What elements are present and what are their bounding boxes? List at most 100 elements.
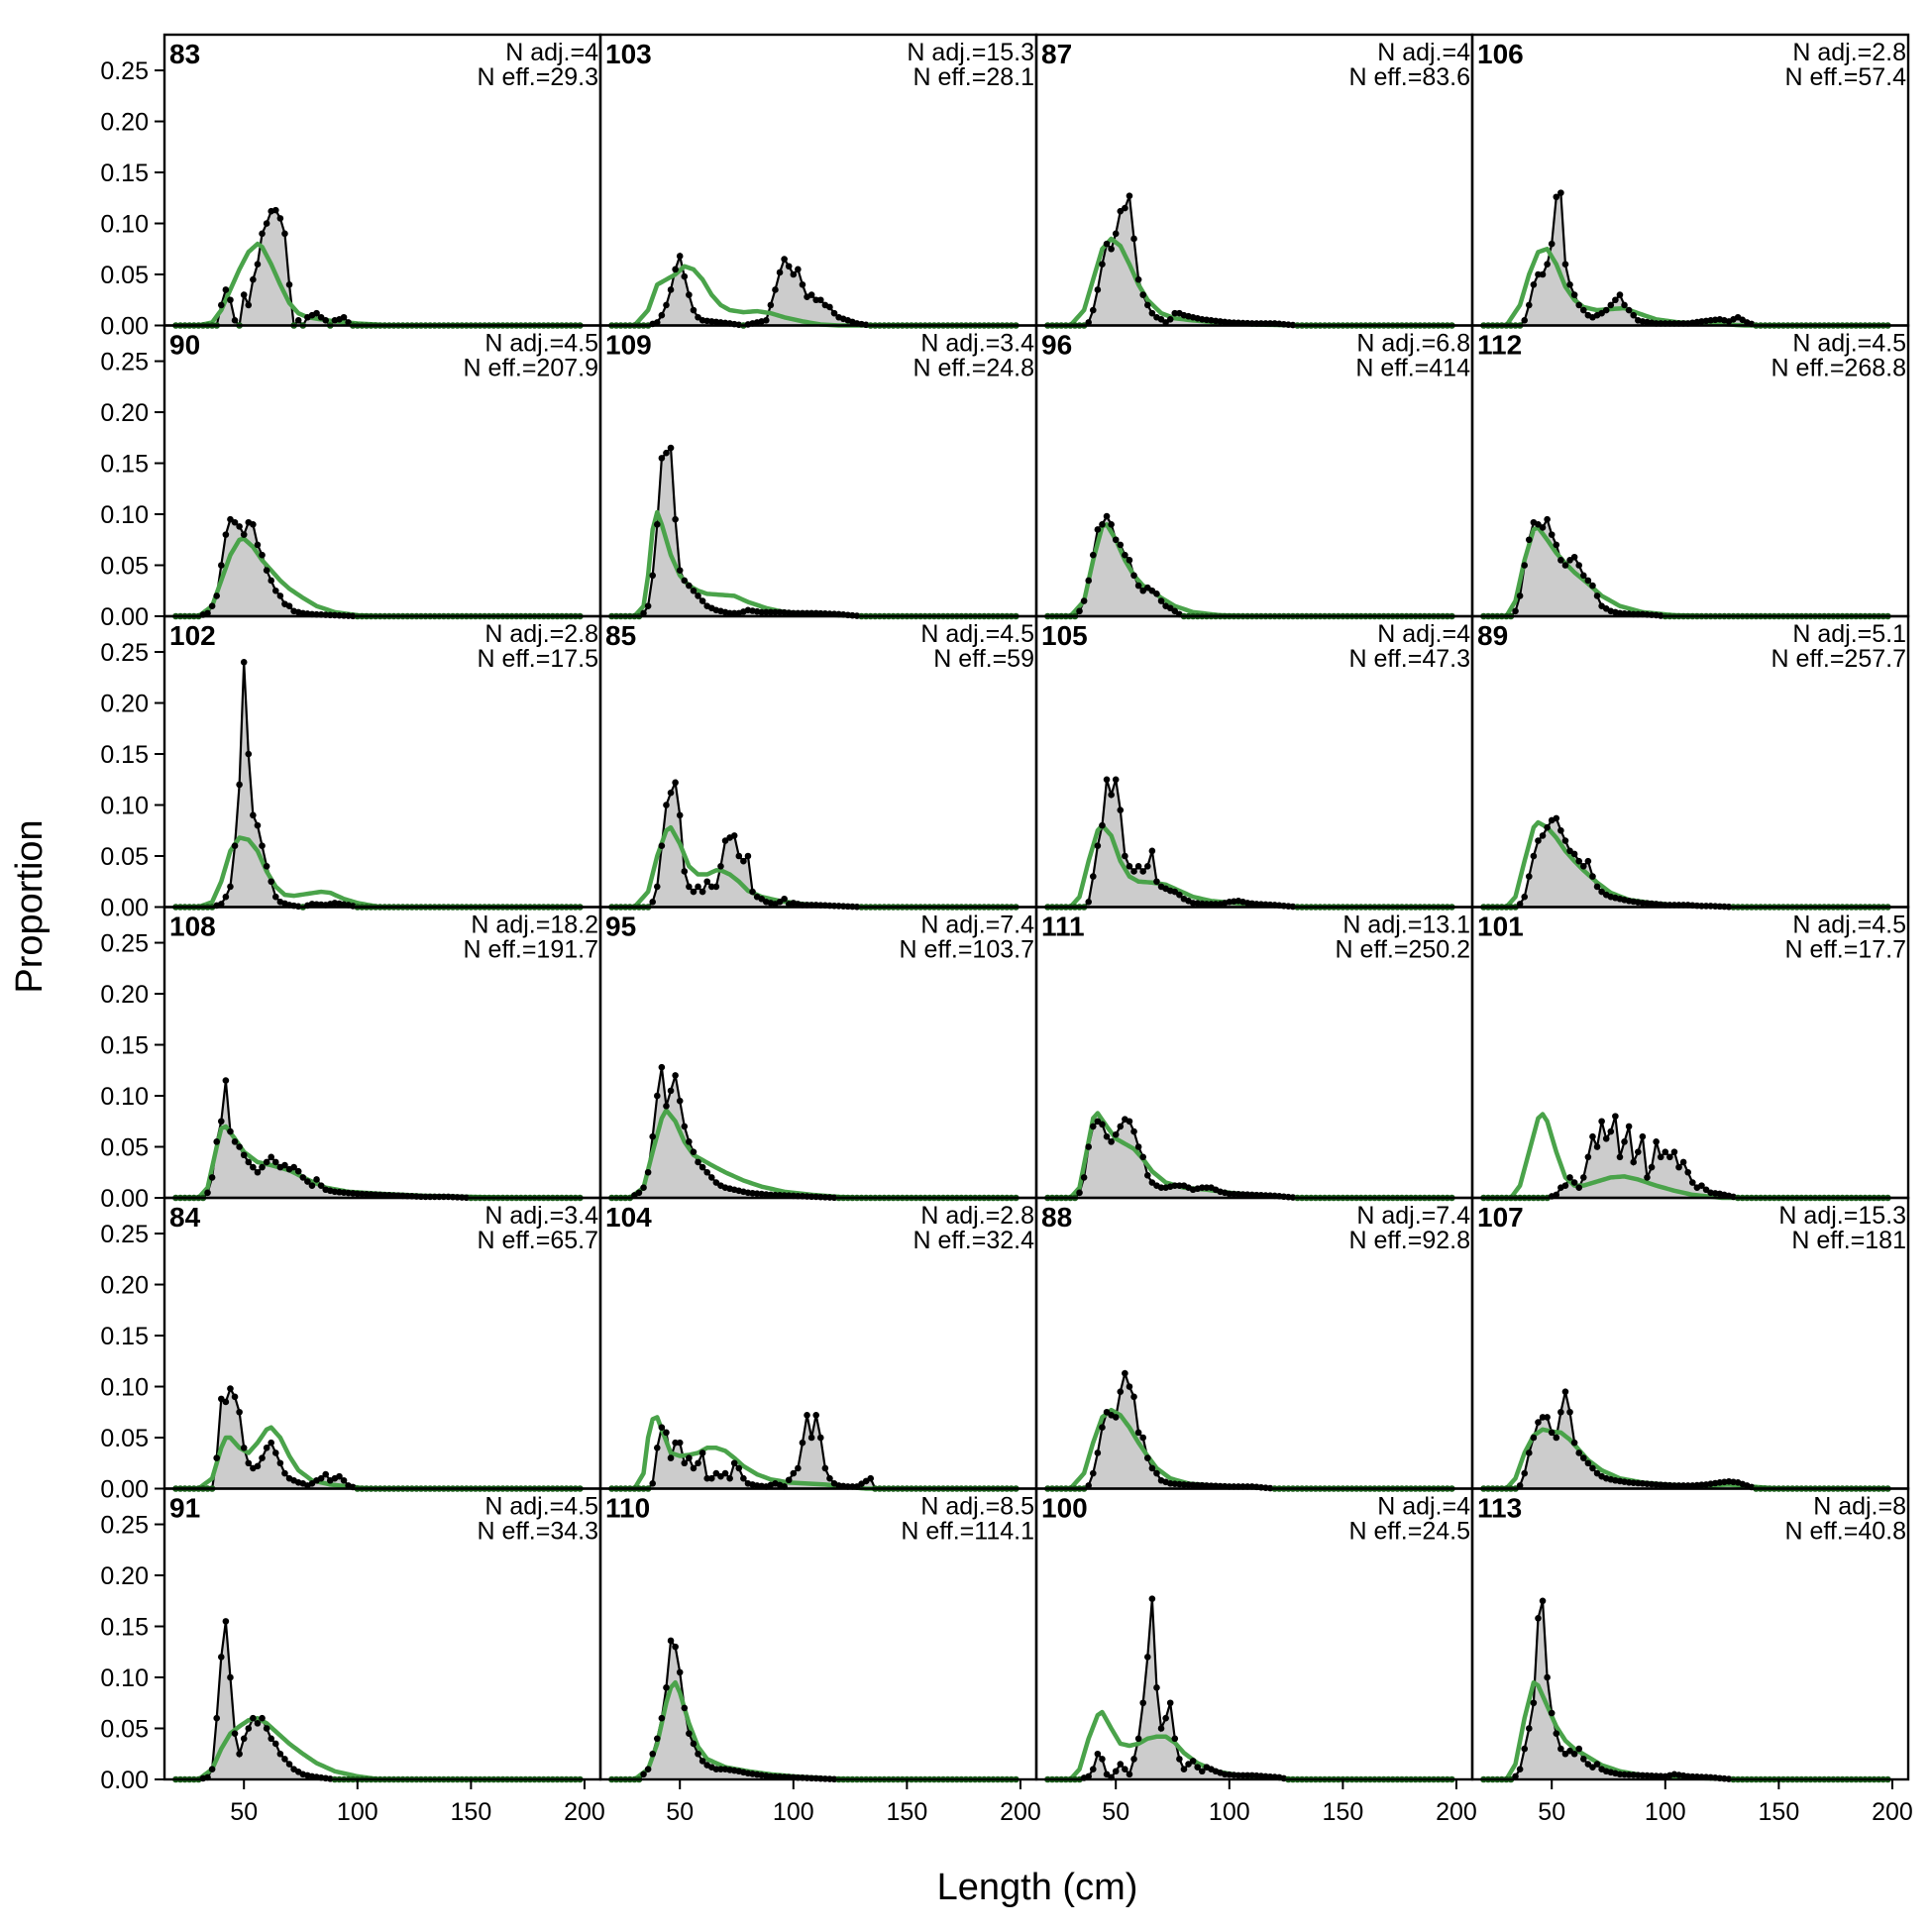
observed-point: [1139, 1434, 1147, 1442]
panel-year-label: 102: [169, 620, 216, 651]
observed-point: [686, 883, 693, 891]
x-tick-label: 200: [564, 1798, 605, 1826]
observed-point: [1675, 1482, 1682, 1489]
observed-point: [695, 883, 701, 891]
observed-point: [1203, 1184, 1211, 1192]
panel-year-label: 91: [169, 1493, 200, 1524]
panel-year-label: 100: [1041, 1493, 1088, 1524]
observed-point: [1557, 1408, 1564, 1416]
observed-point: [686, 1730, 693, 1737]
expected-curve: [1047, 1709, 1452, 1782]
y-axis-title: Proportion: [9, 819, 51, 993]
observed-point: [1117, 541, 1125, 549]
panel-111: 111 N adj.=13.1N eff.=250.2: [1034, 906, 1474, 1202]
observed-point: [271, 1740, 279, 1748]
observed-point: [1561, 562, 1569, 569]
n-adj-label: N adj.=8.5: [920, 1493, 1034, 1521]
panel-105: 105 N adj.=4N eff.=47.3: [1034, 614, 1474, 911]
observed-point: [712, 883, 720, 891]
observed-point: [1553, 814, 1560, 822]
observed-point: [1575, 562, 1583, 569]
panel-84: 84 N adj.=3.4N eff.=65.7: [162, 1196, 602, 1492]
observed-point: [1579, 863, 1587, 870]
observed-point: [1171, 1182, 1179, 1189]
observed-point: [1085, 319, 1093, 326]
observed-point: [294, 1167, 302, 1175]
observed-point: [649, 1132, 657, 1140]
observed-point: [271, 1158, 279, 1166]
observed-point: [1130, 1127, 1137, 1135]
observed-point: [1089, 1123, 1097, 1130]
observed-point: [1530, 852, 1538, 860]
observed-area: [611, 1640, 1017, 1779]
observed-point: [649, 1750, 657, 1758]
observed-point: [663, 1103, 670, 1110]
observed-area: [1483, 519, 1888, 616]
n-eff-label: N eff.=28.1: [912, 63, 1034, 91]
panel-year-label: 83: [169, 39, 200, 69]
n-eff-label: N eff.=83.6: [1348, 63, 1470, 91]
y-tick-label: 0.00: [100, 1476, 149, 1504]
observed-point: [667, 789, 675, 797]
observed-point: [1570, 1439, 1578, 1447]
n-adj-label: N adj.=15.3: [907, 39, 1034, 66]
y-tick-label: 0.05: [100, 1716, 149, 1744]
panel-frame: [1470, 1487, 1910, 1781]
observed-point: [663, 1429, 670, 1437]
observed-point: [795, 266, 802, 273]
n-adj-label: N adj.=4.5: [484, 330, 598, 358]
observed-point: [1126, 557, 1133, 564]
observed-point: [268, 1439, 275, 1447]
observed-point: [1085, 1143, 1093, 1150]
observed-point: [227, 1127, 234, 1135]
observed-point: [1153, 590, 1160, 597]
observed-point: [1180, 1766, 1188, 1773]
observed-point: [1139, 1153, 1147, 1161]
panel-103: 103 N adj.=15.3N eff.=28.1: [598, 33, 1038, 329]
observed-point: [1139, 868, 1147, 875]
observed-point: [1539, 524, 1547, 531]
observed-point: [317, 1474, 325, 1482]
panel-year-label: 96: [1041, 330, 1072, 361]
y-tick-label: 0.20: [100, 1272, 149, 1300]
observed-point: [1130, 868, 1137, 875]
observed-point: [1089, 551, 1097, 559]
observed-point: [1525, 301, 1533, 309]
n-eff-label: N eff.=17.5: [477, 645, 598, 673]
observed-point: [294, 317, 302, 324]
n-eff-label: N eff.=92.8: [1348, 1227, 1470, 1254]
observed-point: [236, 1750, 243, 1758]
observed-point: [1112, 536, 1120, 544]
y-tick-label: 0.10: [100, 793, 149, 820]
observed-point: [240, 291, 248, 298]
n-adj-label: N adj.=5.1: [1792, 620, 1906, 648]
observed-point: [703, 878, 711, 886]
observed-point: [1548, 1429, 1556, 1437]
observed-point: [1085, 899, 1093, 906]
panel-year-label: 109: [605, 330, 652, 361]
x-tick-label: 50: [1538, 1798, 1565, 1826]
observed-point: [204, 609, 211, 617]
observed-point: [268, 1153, 275, 1161]
observed-point: [663, 1684, 670, 1691]
observed-point: [322, 317, 330, 324]
observed-point: [250, 1714, 257, 1722]
observed-point: [1089, 1469, 1097, 1477]
observed-point: [1112, 1130, 1120, 1138]
observed-point: [285, 1761, 293, 1768]
observed-point: [227, 883, 234, 891]
observed-point: [1166, 316, 1174, 323]
y-tick-label: 0.15: [100, 741, 149, 769]
y-tick-label: 0.05: [100, 1134, 149, 1162]
observed-point: [1607, 301, 1615, 309]
observed-point: [1234, 1771, 1242, 1779]
observed-point: [1512, 1772, 1519, 1780]
observed-point: [676, 811, 684, 819]
observed-point: [1566, 1408, 1573, 1416]
observed-point: [1584, 857, 1592, 865]
observed-point: [1134, 1735, 1142, 1743]
observed-point: [276, 1459, 284, 1467]
observed-point: [1208, 901, 1215, 908]
observed-point: [213, 592, 221, 599]
observed-point: [1130, 572, 1137, 580]
